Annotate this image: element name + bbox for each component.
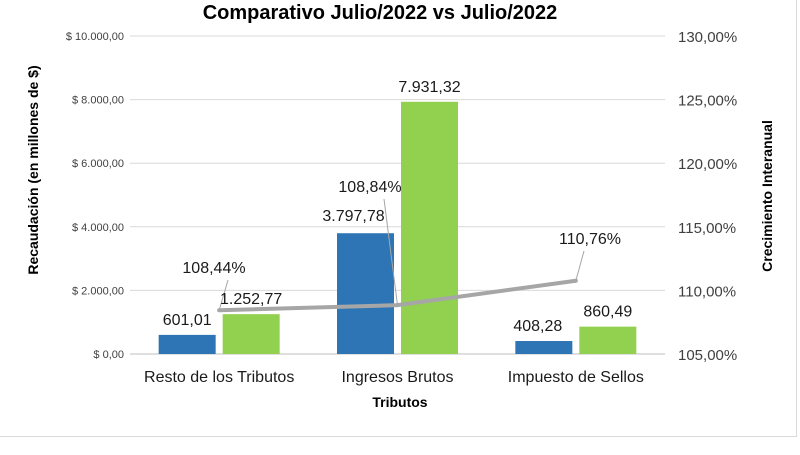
x-axis-title: Tributos [372, 394, 427, 410]
y-tick-label: $ 4.000,00 [72, 222, 124, 234]
bar [337, 233, 394, 354]
bar [158, 334, 216, 354]
right-axis-ticks: 105,00% 110,00% 115,00% 120,00% 125,00% 130,0… [678, 29, 737, 364]
bar [401, 101, 458, 354]
leader-line [575, 250, 585, 281]
bar-value-label: 1.252,77 [220, 291, 282, 308]
x-axis-ticks: Resto de los Tributos Ingresos Brutos Impu… [144, 369, 644, 386]
x-tick-label: Ingresos Brutos [341, 369, 453, 386]
bar-value-label: 601,01 [163, 312, 212, 329]
x-tick-label: Resto de los Tributos [144, 369, 294, 386]
y2-tick-label: 120,00% [678, 156, 737, 173]
bar-value-label: 408,28 [513, 318, 562, 335]
gridlines [130, 35, 665, 355]
line-value-label: 108,44% [182, 260, 245, 277]
y2-tick-label: 130,00% [678, 29, 737, 46]
y2-tick-label: 115,00% [678, 220, 736, 237]
y-tick-label: $ 2.000,00 [72, 285, 124, 297]
leader-line [218, 279, 229, 311]
y-axis-title: Recaudación (en millones de $) [25, 65, 41, 274]
bar-value-label: 3.797,78 [322, 208, 384, 225]
leader-lines [218, 198, 585, 311]
bar-value-label: 860,49 [583, 304, 632, 321]
bars [158, 101, 637, 354]
y2-tick-label: 110,00% [678, 283, 736, 300]
x-tick-label: Impuesto de Sellos [508, 369, 644, 386]
y2-axis-title: Crecimiento Interanual [759, 120, 775, 272]
chart-title: Comparativo Julio/2022 vs Julio/2022 [203, 2, 558, 24]
y-tick-label: $ 0,00 [93, 349, 124, 361]
data-labels: 601,01 3.797,78 408,28 1.252,77 7.931,32 860,… [163, 79, 633, 335]
y-tick-label: $ 6.000,00 [72, 158, 124, 170]
y2-tick-label: 105,00% [678, 347, 737, 364]
bar [579, 326, 637, 354]
bar [222, 314, 280, 354]
bar [515, 341, 573, 354]
line-value-label: 108,84% [338, 179, 401, 196]
bar-value-label: 7.931,32 [398, 79, 460, 96]
y-tick-label: $ 8.000,00 [72, 95, 124, 107]
chart-frame: $ 0,00 $ 2.000,00 $ 4.000,00 $ 6.000,00 $ 8.… [0, 0, 797, 437]
leader-line [383, 198, 398, 306]
line-value-label: 110,76% [559, 231, 621, 248]
left-axis-ticks: $ 0,00 $ 2.000,00 $ 4.000,00 $ 6.000,00 $ 8.… [66, 31, 124, 361]
y2-tick-label: 125,00% [678, 93, 737, 110]
y-tick-label: $ 10.000,00 [66, 31, 124, 43]
